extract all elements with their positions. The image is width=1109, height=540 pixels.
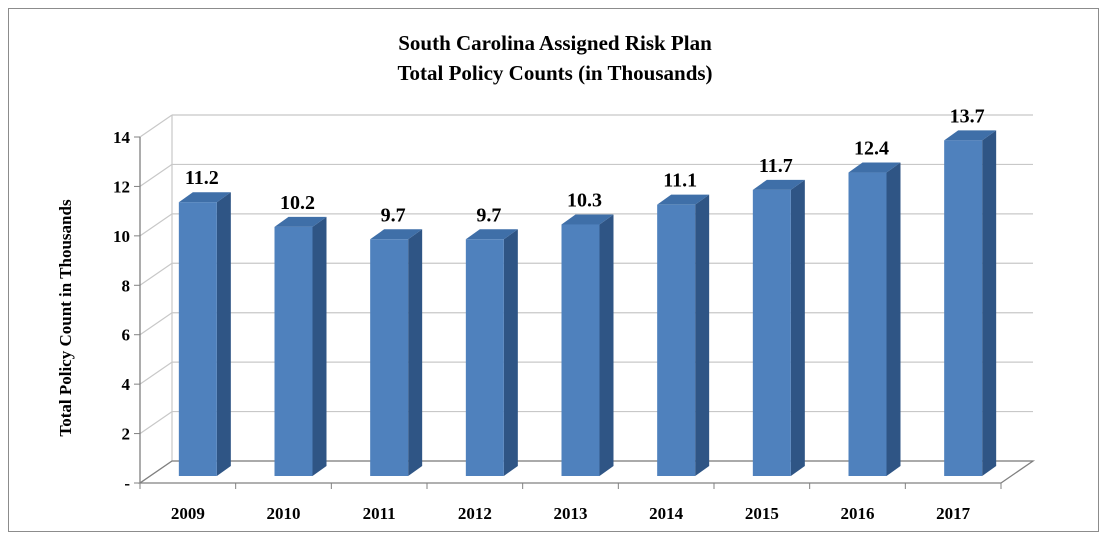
bar-front xyxy=(561,224,600,476)
grid-line-side xyxy=(139,163,173,187)
bar-top xyxy=(370,229,423,240)
bar-side xyxy=(982,130,997,476)
bar-front xyxy=(370,239,409,476)
y-tick-label: 2 xyxy=(122,425,131,444)
x-tick-label: 2013 xyxy=(554,504,588,523)
bar-front xyxy=(752,189,791,477)
bar-chart: South Carolina Assigned Risk Plan Total … xyxy=(56,31,1036,523)
y-tick-label: 10 xyxy=(113,227,130,246)
grid-line-side xyxy=(139,312,173,336)
bar-side xyxy=(216,192,231,476)
bar-top xyxy=(178,192,231,203)
y-axis-label: Total Policy Count in Thousands xyxy=(56,199,75,437)
bar-front xyxy=(465,239,504,476)
bar-2015 xyxy=(752,179,805,477)
bar-side xyxy=(408,229,423,476)
y-tick-label: 6 xyxy=(122,326,131,345)
bar-front xyxy=(657,204,696,476)
x-tick-label: 2014 xyxy=(649,504,684,523)
bar-side xyxy=(312,216,327,476)
bar-top xyxy=(657,194,710,205)
bar-front xyxy=(944,140,983,476)
data-label: 13.7 xyxy=(950,105,985,127)
y-tick-label: 14 xyxy=(113,128,131,147)
data-label: 9.7 xyxy=(476,204,501,226)
bar-top xyxy=(848,162,901,173)
bar-front xyxy=(848,172,887,477)
axes xyxy=(134,136,1036,489)
grid-line-side xyxy=(139,411,173,435)
bar-top xyxy=(944,130,997,141)
data-label: 11.1 xyxy=(663,170,697,192)
bars xyxy=(178,130,997,477)
data-label: 10.2 xyxy=(280,192,315,214)
data-label: 10.3 xyxy=(567,189,602,211)
x-tick-label: 2010 xyxy=(267,504,301,523)
x-tick-label: 2016 xyxy=(841,504,875,523)
y-tick-label: 12 xyxy=(113,177,130,196)
bar-side xyxy=(790,179,805,477)
x-tick-label: 2011 xyxy=(363,504,396,523)
bar-2010 xyxy=(274,216,327,476)
y-tick-labels: - 2 4 6 8 10 12 14 xyxy=(113,128,131,493)
bar-top xyxy=(752,179,805,190)
data-label: 9.7 xyxy=(381,204,406,226)
bar-side xyxy=(695,194,710,476)
x-tick-label: 2012 xyxy=(458,504,492,523)
bar-top xyxy=(274,216,327,227)
bar-2013 xyxy=(561,214,614,476)
bar-2017 xyxy=(944,130,997,476)
grid-line-side xyxy=(139,213,173,237)
grid-line-side xyxy=(139,361,173,385)
bar-2016 xyxy=(848,162,901,477)
bar-side xyxy=(886,162,901,477)
y-tick-label: 8 xyxy=(122,276,131,295)
bar-top xyxy=(465,229,518,240)
y-tick-label: - xyxy=(124,474,130,493)
x-tick-label: 2017 xyxy=(936,504,971,523)
bar-side xyxy=(503,229,518,476)
data-label: 12.4 xyxy=(854,138,889,160)
chart-frame: South Carolina Assigned Risk Plan Total … xyxy=(8,8,1099,532)
bar-top xyxy=(561,214,614,225)
bar-front xyxy=(274,226,313,476)
data-label: 11.7 xyxy=(759,155,793,177)
x-tick-label: 2015 xyxy=(745,504,779,523)
bar-2009 xyxy=(178,192,231,476)
data-label: 11.2 xyxy=(185,167,219,189)
bar-2011 xyxy=(370,229,423,476)
grid-line-side xyxy=(139,114,173,138)
x-tick-label: 2009 xyxy=(171,504,205,523)
bar-side xyxy=(599,214,614,476)
grid-line-side xyxy=(139,262,173,286)
y-tick-label: 4 xyxy=(122,375,131,394)
data-labels: 11.2 10.2 9.7 9.7 10.3 11.1 11.7 12.4 13.7 xyxy=(185,105,985,226)
bar-front xyxy=(178,202,217,476)
chart-subtitle: Total Policy Counts (in Thousands) xyxy=(397,61,712,85)
bar-2014 xyxy=(657,194,710,476)
bar-2012 xyxy=(465,229,518,476)
chart-title: South Carolina Assigned Risk Plan xyxy=(398,31,712,55)
x-tick-labels: 2009 2010 2011 2012 2013 2014 2015 2016 2017 xyxy=(171,504,971,523)
